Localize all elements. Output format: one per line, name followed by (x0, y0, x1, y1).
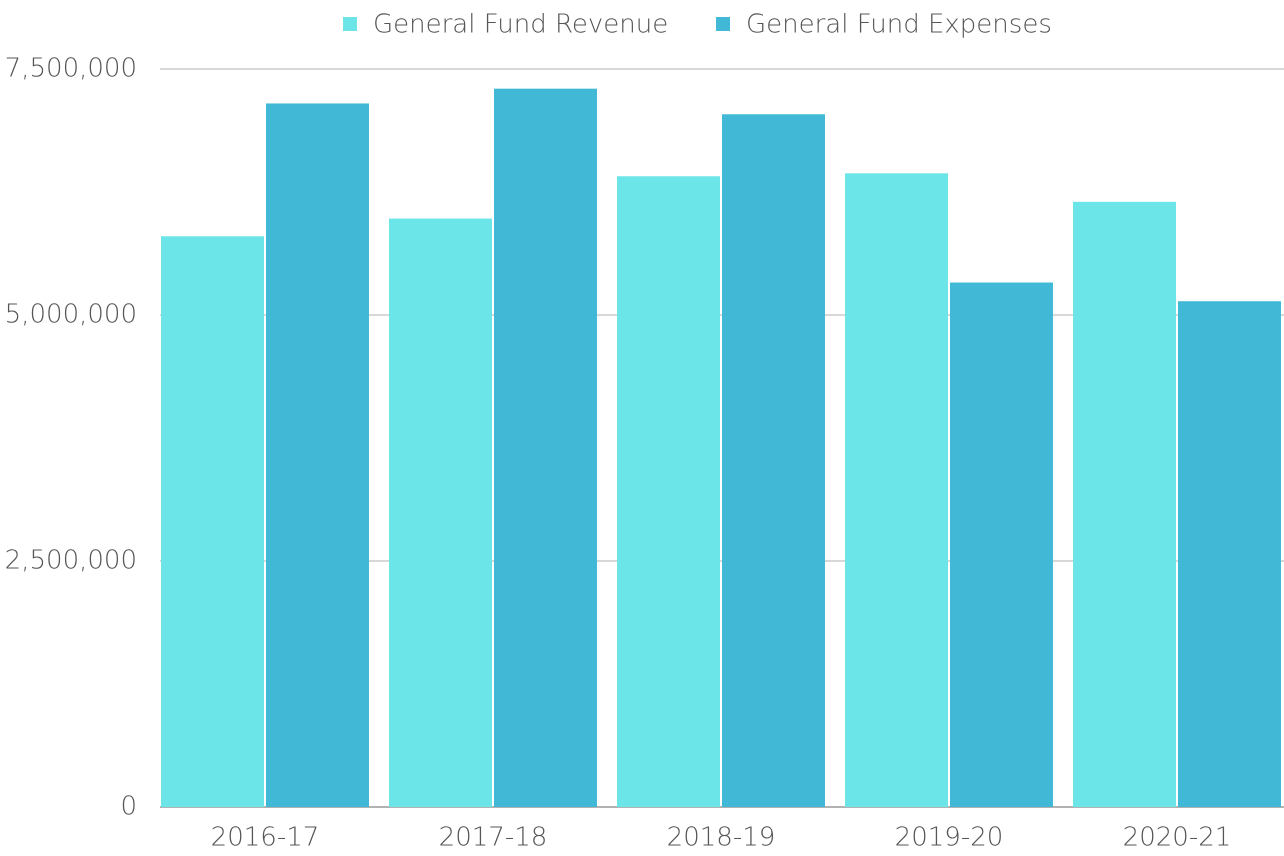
legend-swatch (343, 17, 357, 31)
y-tick-label: 7,500,000 (5, 54, 137, 84)
bar (722, 114, 825, 808)
bar (161, 236, 264, 807)
x-tick-label: 2019-20 (895, 823, 1004, 853)
x-tick-label: 2016-17 (211, 823, 320, 853)
bar (845, 173, 948, 807)
bar (389, 218, 492, 807)
x-tick-label: 2017-18 (439, 823, 548, 853)
bar (1073, 201, 1176, 808)
bar (950, 282, 1053, 807)
bar (617, 176, 720, 808)
bar (266, 103, 369, 807)
bar (494, 88, 597, 808)
x-tick-label: 2018-19 (667, 823, 776, 853)
bar (1178, 301, 1281, 807)
y-tick-label: 0 (120, 792, 137, 822)
legend-swatch (716, 17, 730, 31)
legend-label: General Fund Expenses (746, 10, 1052, 40)
x-tick-label: 2020-21 (1123, 823, 1232, 853)
y-tick-label: 2,500,000 (5, 546, 137, 576)
y-tick-label: 5,000,000 (5, 300, 137, 330)
legend-label: General Fund Revenue (373, 10, 668, 40)
